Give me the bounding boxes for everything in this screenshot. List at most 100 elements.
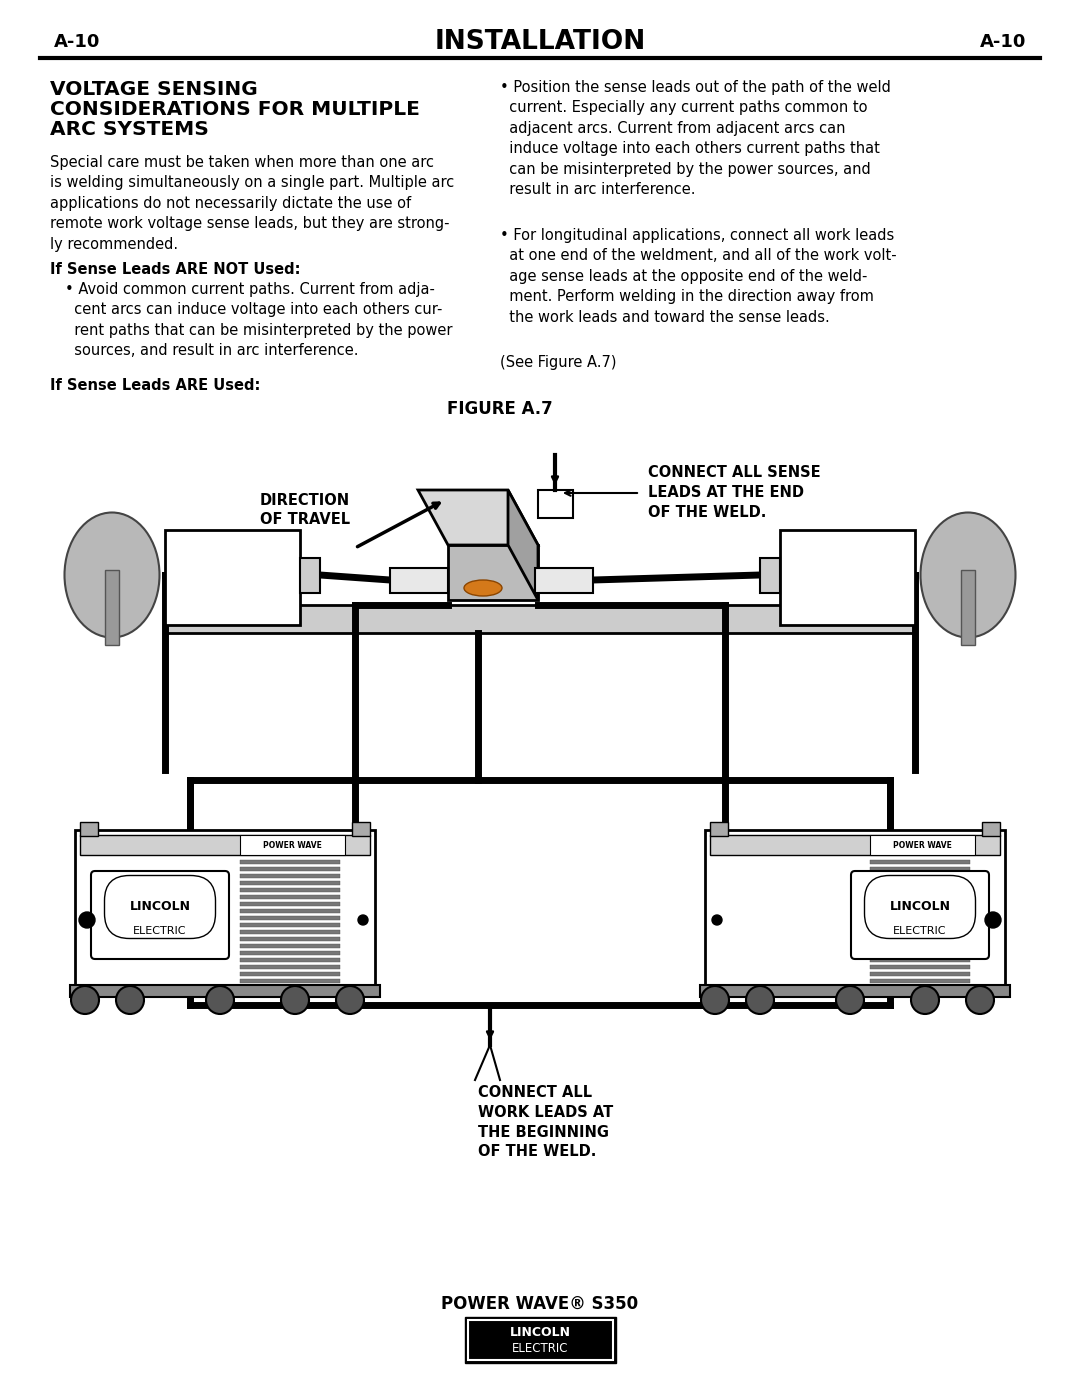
Text: LINCOLN: LINCOLN — [510, 1326, 570, 1338]
Bar — [240, 875, 340, 877]
Bar — [75, 830, 375, 985]
Text: CONNECT ALL SENSE
LEADS AT THE END
OF THE WELD.: CONNECT ALL SENSE LEADS AT THE END OF TH… — [648, 465, 821, 520]
Circle shape — [336, 986, 364, 1014]
Text: ELECTRIC: ELECTRIC — [512, 1341, 568, 1355]
Bar — [870, 888, 970, 893]
Bar — [870, 895, 970, 900]
Text: • For longitudinal applications, connect all work leads
  at one end of the weld: • For longitudinal applications, connect… — [500, 228, 896, 324]
Bar — [240, 923, 340, 928]
Text: ELECTRIC: ELECTRIC — [133, 926, 187, 936]
Text: If Sense Leads ARE Used:: If Sense Leads ARE Used: — [50, 379, 260, 393]
Circle shape — [79, 912, 95, 928]
Bar — [870, 944, 970, 949]
Text: DIRECTION
OF TRAVEL: DIRECTION OF TRAVEL — [260, 493, 350, 528]
Circle shape — [985, 912, 1001, 928]
Bar — [870, 937, 970, 942]
Bar — [70, 985, 380, 997]
Bar — [870, 979, 970, 983]
Circle shape — [836, 986, 864, 1014]
Bar — [870, 930, 970, 935]
Bar — [105, 570, 119, 645]
Text: INSTALLATION: INSTALLATION — [434, 29, 646, 54]
Circle shape — [357, 915, 368, 925]
Bar — [760, 557, 780, 592]
Text: If Sense Leads ARE NOT Used:: If Sense Leads ARE NOT Used: — [50, 263, 300, 277]
Bar — [870, 902, 970, 907]
Bar — [780, 529, 915, 624]
Bar — [464, 1317, 616, 1363]
Polygon shape — [418, 490, 538, 545]
Bar — [870, 861, 970, 863]
Circle shape — [912, 986, 939, 1014]
Bar — [870, 916, 970, 921]
Bar — [240, 916, 340, 921]
Text: LINCOLN: LINCOLN — [890, 901, 950, 914]
Bar — [240, 882, 340, 886]
Circle shape — [206, 986, 234, 1014]
Text: A-10: A-10 — [980, 34, 1026, 52]
Circle shape — [712, 915, 723, 925]
Bar — [240, 909, 340, 914]
Bar — [710, 835, 1000, 855]
Bar — [240, 951, 340, 956]
Bar — [961, 570, 975, 645]
Bar — [240, 902, 340, 907]
Bar — [870, 972, 970, 977]
Bar — [165, 529, 300, 624]
Text: FIGURE A.7: FIGURE A.7 — [447, 400, 553, 418]
Ellipse shape — [464, 580, 502, 597]
Text: Special care must be taken when more than one arc
is welding simultaneously on a: Special care must be taken when more tha… — [50, 155, 455, 251]
Bar — [240, 861, 340, 863]
Circle shape — [281, 986, 309, 1014]
Bar — [982, 821, 1000, 835]
Text: POWER WAVE: POWER WAVE — [262, 841, 322, 849]
Bar — [240, 979, 340, 983]
Bar — [165, 605, 915, 633]
Bar — [240, 965, 340, 970]
Bar — [710, 821, 728, 835]
Bar — [240, 868, 340, 870]
Bar — [870, 882, 970, 886]
Text: POWER WAVE: POWER WAVE — [892, 841, 951, 849]
Bar — [870, 951, 970, 956]
Polygon shape — [448, 545, 538, 599]
Circle shape — [966, 986, 994, 1014]
Text: ELECTRIC: ELECTRIC — [893, 926, 947, 936]
Bar — [240, 835, 345, 855]
Polygon shape — [508, 490, 538, 599]
Text: A-10: A-10 — [54, 34, 100, 52]
Bar — [870, 875, 970, 877]
Bar — [538, 490, 573, 518]
Bar — [240, 958, 340, 963]
Bar — [870, 835, 975, 855]
Text: CONSIDERATIONS FOR MULTIPLE: CONSIDERATIONS FOR MULTIPLE — [50, 101, 420, 119]
Circle shape — [116, 986, 144, 1014]
Text: (See Figure A.7): (See Figure A.7) — [500, 355, 617, 370]
Circle shape — [71, 986, 99, 1014]
FancyBboxPatch shape — [91, 870, 229, 958]
Circle shape — [701, 986, 729, 1014]
Text: ARC SYSTEMS: ARC SYSTEMS — [50, 120, 208, 138]
Bar — [870, 923, 970, 928]
Bar — [80, 835, 370, 855]
Bar — [390, 569, 448, 592]
Text: • Position the sense leads out of the path of the weld
  current. Especially any: • Position the sense leads out of the pa… — [500, 80, 891, 197]
Text: POWER WAVE® S350: POWER WAVE® S350 — [442, 1295, 638, 1313]
Text: LINCOLN: LINCOLN — [130, 901, 190, 914]
Bar — [240, 888, 340, 893]
Bar — [870, 868, 970, 870]
Bar — [352, 821, 370, 835]
Bar — [705, 830, 1005, 985]
Bar — [240, 895, 340, 900]
Bar — [300, 557, 320, 592]
Bar — [870, 965, 970, 970]
Bar — [700, 985, 1010, 997]
Text: • Avoid common current paths. Current from adja-
  cent arcs can induce voltage : • Avoid common current paths. Current fr… — [65, 282, 453, 358]
Circle shape — [746, 986, 774, 1014]
Bar — [240, 972, 340, 977]
Bar — [870, 909, 970, 914]
Bar — [870, 958, 970, 963]
Text: VOLTAGE SENSING: VOLTAGE SENSING — [50, 80, 258, 99]
FancyBboxPatch shape — [851, 870, 989, 958]
Bar — [535, 569, 593, 592]
